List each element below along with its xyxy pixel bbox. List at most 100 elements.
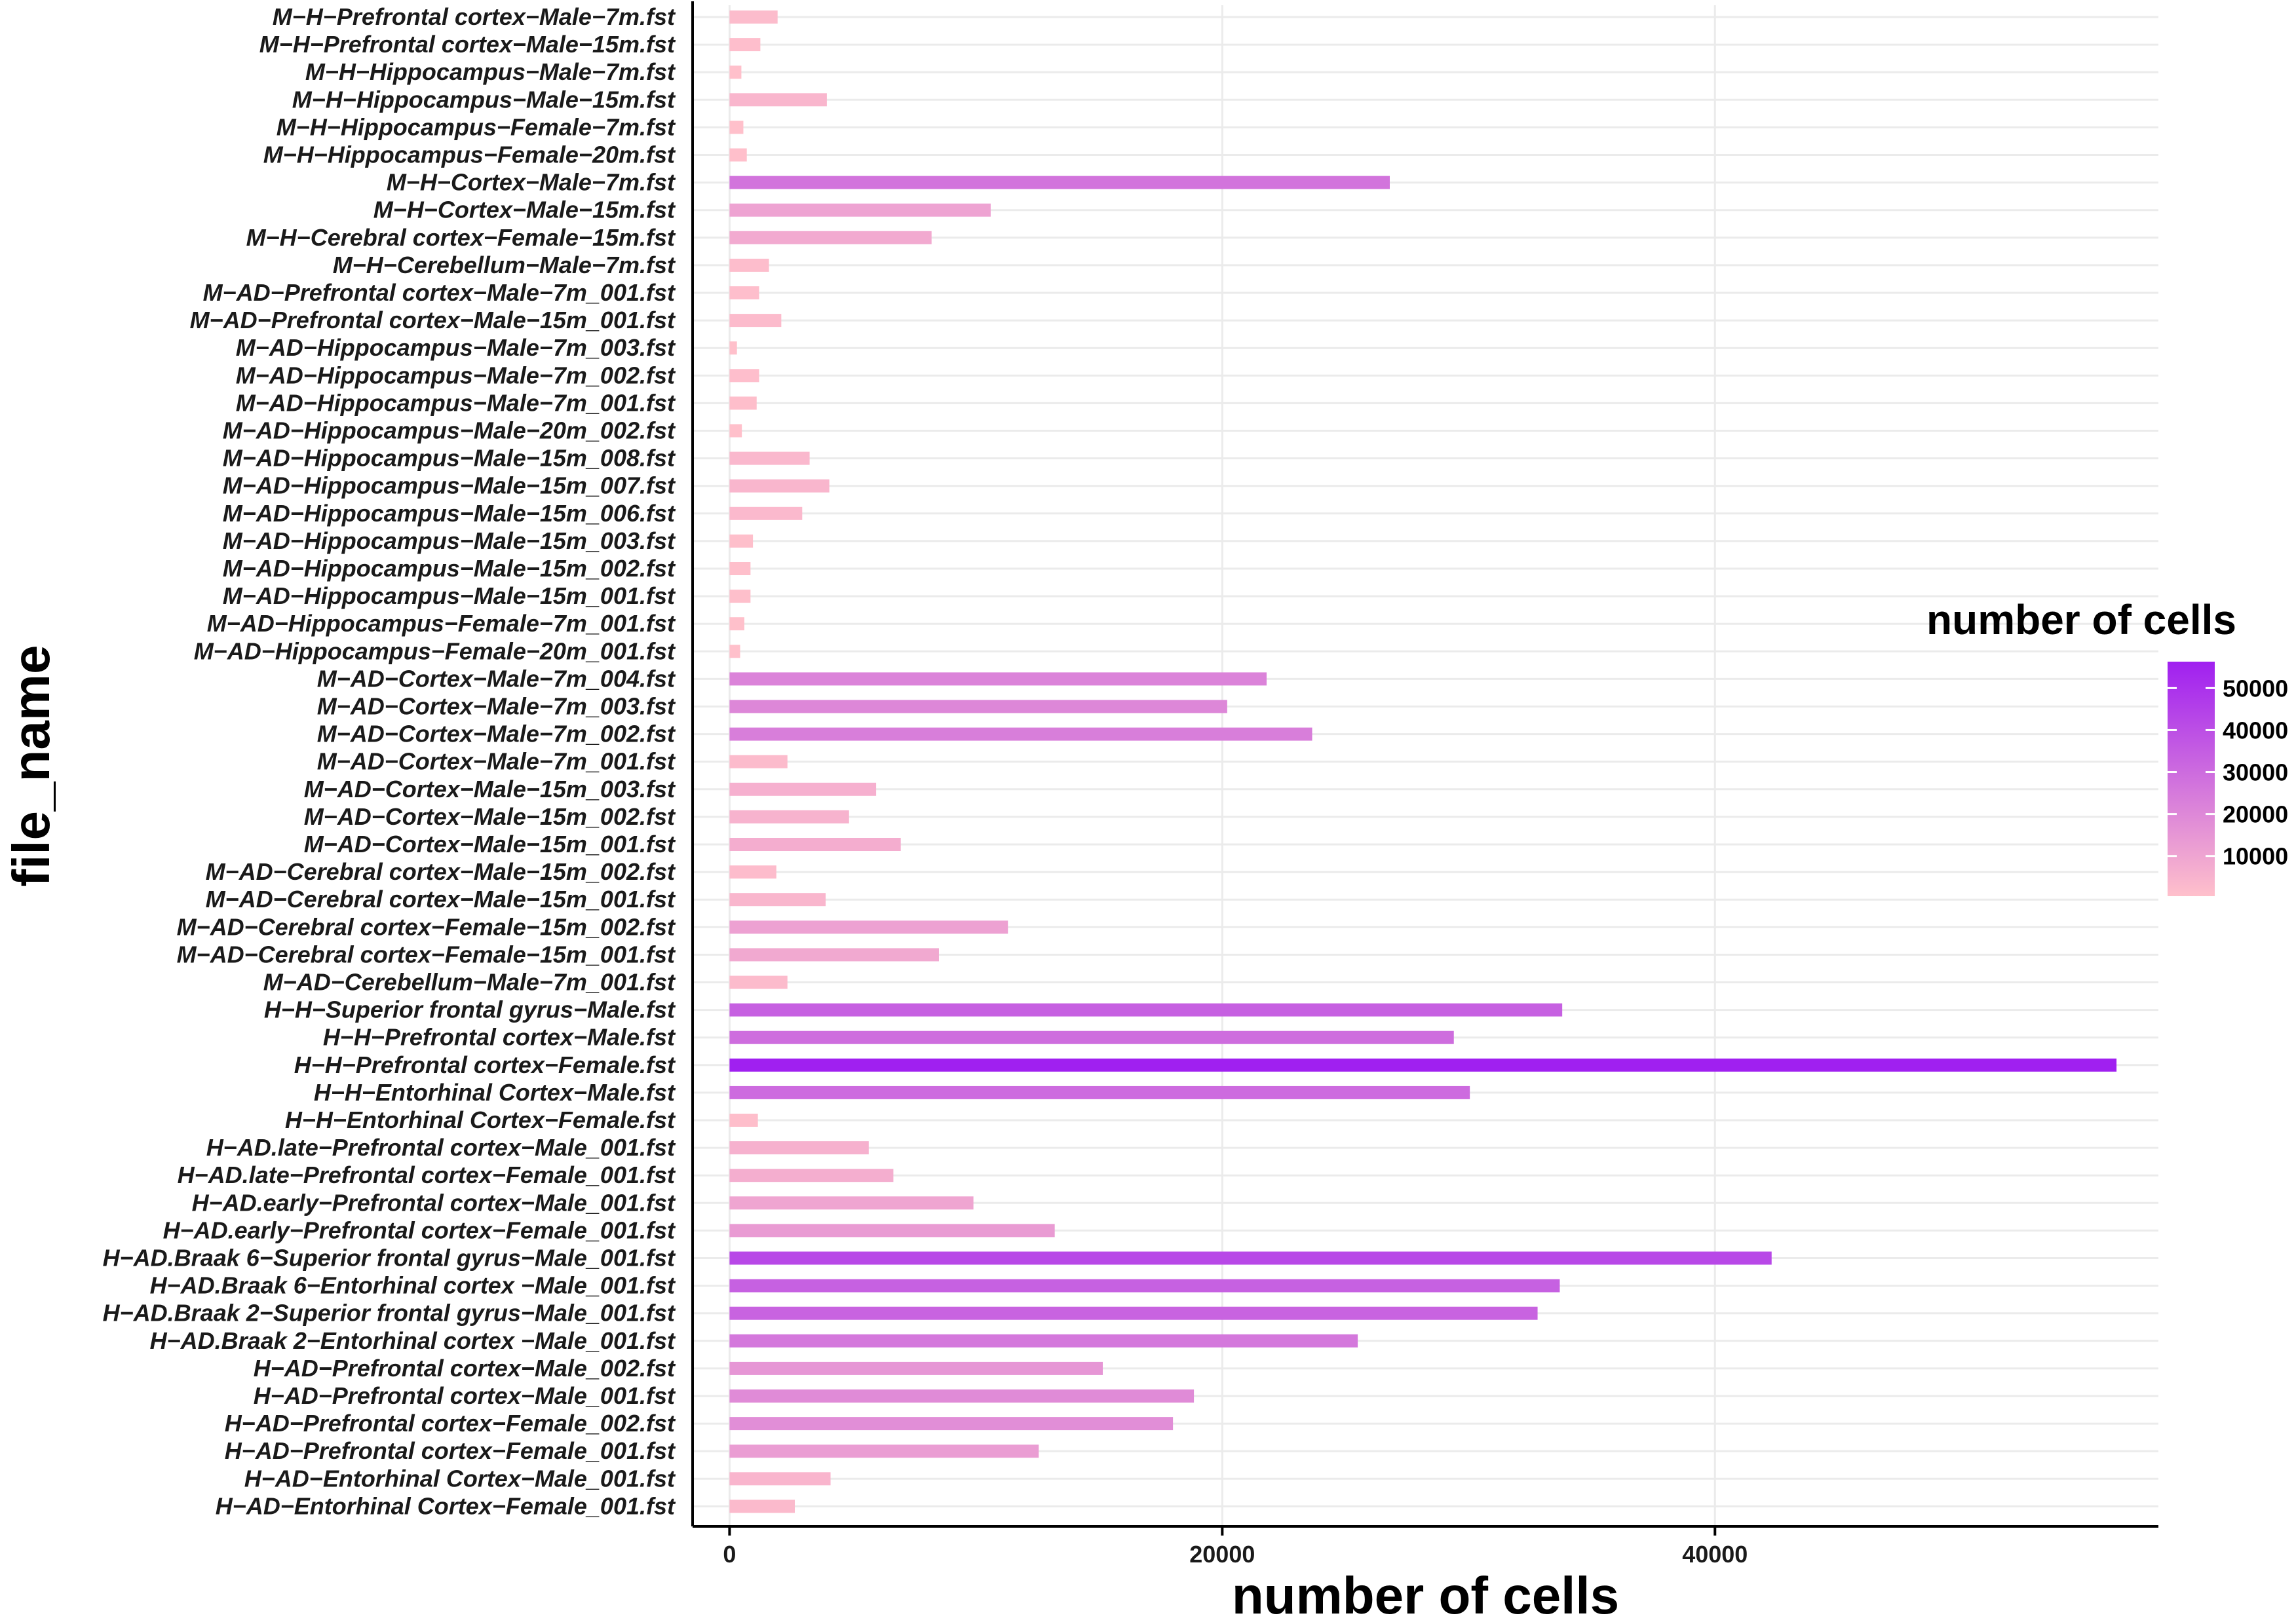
legend-ticks: 10000 20000 30000 40000 50000 [2168,675,2288,870]
bar [729,451,810,465]
category-label: M−AD−Hippocampus−Male−7m_003.fst [236,334,676,361]
category-label: M−AD−Hippocampus−Male−7m_001.fst [236,389,676,416]
category-label: M−AD−Hippocampus−Male−15m_003.fst [223,527,676,554]
x-tick-labels: 0 20000 40000 [723,1526,1748,1568]
bar [729,479,830,493]
bar [729,314,782,328]
bar [729,948,939,962]
bar [729,590,751,603]
category-label: M−AD−Cerebral cortex−Male−15m_001.fst [206,886,676,913]
category-label: H−AD.Braak 2−Superior frontal gyrus−Male… [103,1300,676,1327]
category-label: H−AD−Prefrontal cortex−Female_002.fst [225,1410,676,1437]
bar [729,782,877,796]
bar [729,1500,795,1513]
category-label: M−H−Hippocampus−Female−20m.fst [263,142,676,168]
bar [729,1196,974,1210]
bar [729,1030,1454,1044]
legend-tick-label: 40000 [2223,717,2288,744]
bar [729,727,1312,741]
bars [729,10,2117,1513]
x-axis-title: number of cells [1232,1566,1619,1624]
bar [729,1086,1470,1099]
category-label: M−AD−Cortex−Male−15m_003.fst [304,776,676,803]
category-label: M−AD−Hippocampus−Male−7m_002.fst [236,362,676,388]
bar [729,1224,1055,1237]
category-label: H−AD.early−Prefrontal cortex−Male_001.fs… [192,1189,676,1216]
category-label: M−AD−Cortex−Male−7m_003.fst [317,693,676,720]
category-label: H−AD.Braak 6−Superior frontal gyrus−Male… [103,1245,676,1272]
bar [729,1003,1563,1017]
bar [729,700,1227,713]
category-label: M−AD−Hippocampus−Male−15m_006.fst [223,500,676,527]
x-tick-label: 0 [723,1541,736,1568]
legend-tick-label: 50000 [2223,675,2288,702]
bar [729,38,761,52]
bar [729,1334,1358,1348]
category-label: H−AD−Entorhinal Cortex−Male_001.fst [244,1465,676,1492]
bar [729,1472,831,1486]
bar [729,121,744,134]
bar [729,341,737,355]
bar [729,1389,1195,1403]
category-label: M−H−Hippocampus−Male−15m.fst [292,86,676,113]
category-label: M−AD−Prefrontal cortex−Male−15m_001.fst [190,307,676,333]
category-label: M−AD−Cortex−Male−15m_002.fst [304,803,676,830]
legend-tick-label: 10000 [2223,843,2288,870]
category-label: M−AD−Cortex−Male−15m_001.fst [304,831,676,858]
bar [729,66,742,79]
category-label: H−AD.Braak 6−Entorhinal cortex −Male_001… [150,1272,676,1299]
bar [729,1279,1560,1293]
category-label: M−AD−Hippocampus−Male−15m_001.fst [223,582,676,609]
category-label: M−AD−Hippocampus−Female−7m_001.fst [207,610,676,637]
legend-tick-label: 30000 [2223,759,2288,786]
category-label: M−AD−Cerebellum−Male−7m_001.fst [263,969,676,996]
y-axis-title: file_name [2,645,60,886]
category-label: M−AD−Cerebral cortex−Male−15m_002.fst [206,858,676,885]
category-label: H−AD−Prefrontal cortex−Male_002.fst [254,1355,676,1382]
category-label: M−AD−Cerebral cortex−Female−15m_002.fst [177,913,676,940]
bar [729,672,1267,686]
category-label: M−H−Cortex−Male−15m.fst [373,197,676,223]
bar [729,396,757,410]
bar [729,645,740,658]
category-label: M−H−Prefrontal cortex−Male−15m.fst [259,31,676,58]
bar [729,1169,894,1182]
bar [729,975,788,989]
category-label: M−H−Cortex−Male−7m.fst [387,169,676,196]
category-label: M−AD−Hippocampus−Male−15m_007.fst [223,472,676,499]
category-label: M−AD−Cortex−Male−7m_002.fst [317,721,676,747]
bar [729,10,778,24]
category-labels: M−H−Prefrontal cortex−Male−7m.fstM−H−Pre… [103,3,676,1519]
bar [729,562,751,575]
category-label: M−AD−Hippocampus−Male−15m_002.fst [223,555,676,582]
category-label: H−H−Entorhinal Cortex−Female.fst [285,1106,676,1133]
category-label: H−AD−Entorhinal Cortex−Female_001.fst [216,1492,676,1519]
category-label: H−AD−Prefrontal cortex−Male_001.fst [254,1382,676,1409]
category-label: M−AD−Hippocampus−Male−20m_002.fst [223,417,676,444]
bar [729,534,754,548]
color-legend: number of cells 10000 20000 30000 40000 5000… [1926,596,2288,896]
x-tick-label: 40000 [1682,1541,1748,1568]
category-label: M−AD−Hippocampus−Female−20m_001.fst [194,637,676,664]
bar [729,369,759,383]
bar [729,893,826,907]
category-label: M−H−Hippocampus−Male−7m.fst [305,58,676,85]
bar [729,506,803,520]
category-label: H−H−Prefrontal cortex−Male.fst [323,1024,676,1051]
bar [729,755,788,768]
bar [729,1141,869,1155]
category-label: M−AD−Hippocampus−Male−15m_008.fst [223,445,676,472]
legend-tick-label: 20000 [2223,801,2288,828]
bar [729,1114,758,1127]
category-label: M−H−Prefrontal cortex−Male−7m.fst [273,3,676,30]
bar [729,1417,1174,1431]
bar [729,617,744,631]
category-label: H−AD−Prefrontal cortex−Female_001.fst [225,1437,676,1464]
bar [729,1361,1103,1375]
bar [729,203,991,217]
legend-colorbar [2168,662,2215,896]
bar [729,920,1008,934]
category-label: M−AD−Prefrontal cortex−Male−7m_001.fst [203,279,676,306]
bar [729,838,901,851]
